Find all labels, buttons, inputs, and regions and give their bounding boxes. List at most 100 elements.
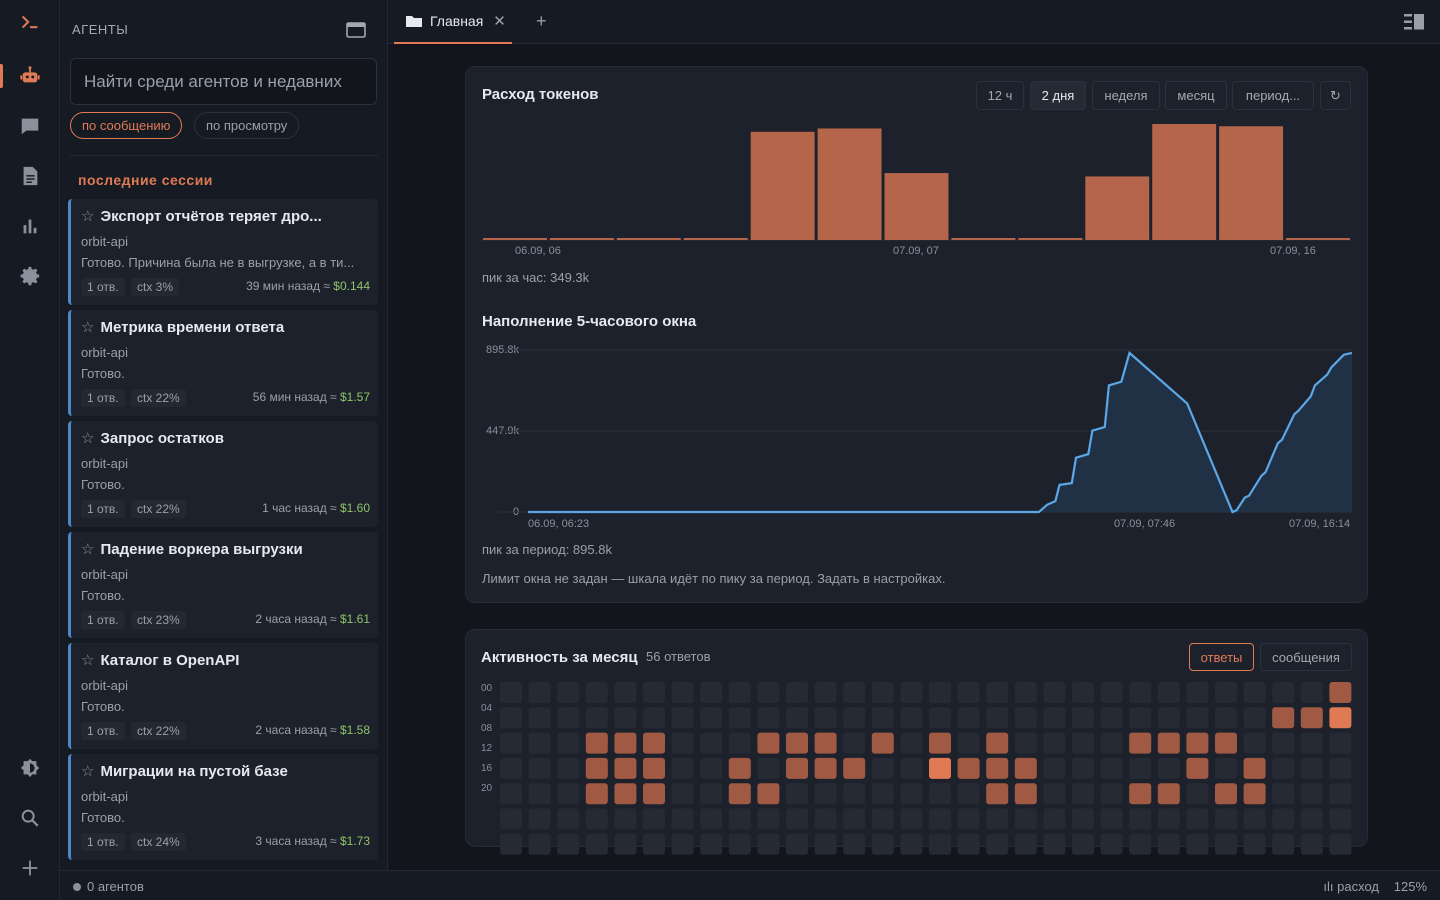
gear-icon[interactable] [0, 254, 60, 298]
session-card[interactable]: ☆ Экспорт отчётов теряет дро... orbit-api Г… [68, 199, 378, 305]
heat-cell [1157, 783, 1180, 805]
heat-cell [1243, 808, 1266, 830]
star-icon[interactable]: ☆ [81, 319, 95, 336]
heat-cell [929, 833, 951, 855]
heat-cell [1100, 808, 1123, 830]
heat-cell [728, 682, 751, 703]
star-icon[interactable]: ☆ [81, 763, 95, 780]
session-cost: $1.57 [339, 390, 370, 404]
replies-badge: 1 отв. [81, 500, 125, 518]
heat-cell [1100, 707, 1123, 729]
heat-cell [643, 682, 665, 703]
heat-cell [585, 707, 608, 729]
zoom-level[interactable]: 125% [1393, 879, 1427, 894]
heat-row-label: 04 [481, 703, 493, 714]
session-card[interactable]: ☆ Падение воркера выгрузки orbit-api Готово… [68, 532, 378, 638]
star-icon[interactable]: ☆ [81, 652, 95, 669]
heat-cell [1100, 757, 1123, 779]
chat-bubble-icon[interactable] [0, 104, 60, 148]
heat-cell [871, 783, 894, 805]
session-summary: Готово. [81, 699, 125, 714]
heat-cell [1072, 808, 1094, 830]
heat-cell [1272, 808, 1295, 830]
heat-cell [1243, 682, 1266, 703]
range-12h[interactable]: 12 ч [976, 81, 1024, 110]
heat-cell [757, 757, 780, 779]
panel-toggle-icon[interactable] [346, 21, 366, 39]
bar [549, 238, 614, 240]
heat-cell [700, 808, 723, 830]
session-card[interactable]: ☆ Запрос остатков orbit-api Готово. 1 отв. ct… [68, 421, 378, 527]
heat-cell [1215, 808, 1237, 830]
tab-label: Главная [430, 13, 484, 29]
heat-cell [643, 707, 665, 729]
session-title: Экспорт отчётов теряет дро... [100, 208, 322, 225]
filter-by-message[interactable]: по сообщению [70, 112, 183, 139]
activity-title: Активность за месяц [481, 649, 638, 666]
document-icon[interactable] [0, 154, 60, 198]
star-icon[interactable]: ☆ [81, 208, 95, 225]
search-icon[interactable] [0, 796, 60, 840]
heat-cell [871, 682, 894, 703]
filter-by-view[interactable]: по просмотру [194, 112, 300, 139]
heat-cell [900, 757, 923, 779]
session-time: 39 мин назад ≈ $0.144 [246, 279, 370, 293]
spend-button[interactable]: ılı расход [1323, 879, 1379, 894]
ctx-badge: ctx 22% [131, 722, 186, 740]
range-period[interactable]: период... [1232, 81, 1314, 110]
heat-cell [1100, 732, 1123, 754]
heat-cell [1043, 833, 1066, 855]
heat-cell [814, 757, 837, 779]
heat-cell [1014, 732, 1037, 754]
layout-icon[interactable] [1404, 13, 1424, 31]
range-week[interactable]: неделя [1092, 81, 1160, 110]
star-icon[interactable]: ☆ [81, 541, 95, 558]
bar [884, 173, 949, 240]
heat-cell [1272, 732, 1295, 754]
heat-cell [1300, 682, 1323, 703]
heat-cell [1157, 732, 1180, 754]
refresh-icon[interactable]: ↻ [1320, 81, 1351, 110]
folder-icon [406, 16, 422, 27]
session-cost: $1.61 [339, 612, 370, 626]
session-summary: Готово. Причина была не в выгрузке, а в … [81, 255, 355, 270]
session-card[interactable]: ☆ Каталог в OpenAPI orbit-api Готово. 1 отв.… [68, 643, 378, 749]
heat-cell [1043, 783, 1066, 805]
heat-cell [1329, 732, 1352, 754]
theme-toggle-icon[interactable] [0, 746, 60, 790]
recent-sessions-heading: последние сессии [78, 172, 213, 188]
ctx-badge: ctx 3% [131, 278, 180, 296]
range-2d[interactable]: 2 дня [1030, 81, 1086, 110]
bar-chart-icon[interactable] [0, 204, 60, 248]
close-icon[interactable]: ✕ [493, 13, 506, 30]
terminal-prompt-icon[interactable] [0, 0, 60, 44]
heat-cell [614, 833, 637, 855]
toggle-messages[interactable]: сообщения [1260, 643, 1352, 671]
new-tab-button[interactable]: + [536, 11, 547, 31]
tab-home[interactable]: Главная ✕ [394, 0, 512, 44]
heat-cell [671, 707, 694, 729]
session-title: Каталог в OpenAPI [100, 652, 240, 669]
search-input[interactable] [70, 58, 377, 105]
heat-cell [957, 757, 980, 779]
toggle-replies[interactable]: ответы [1189, 643, 1254, 671]
heat-cell [1129, 808, 1152, 830]
heat-cell [786, 808, 808, 830]
star-icon[interactable]: ☆ [81, 430, 95, 447]
bar [1085, 176, 1150, 240]
session-project: orbit-api [81, 234, 128, 249]
session-cost: $1.58 [339, 723, 370, 737]
session-project: orbit-api [81, 456, 128, 471]
bar-x-tick: 07.09, 07 [893, 245, 939, 257]
session-title: Запрос остатков [100, 430, 224, 447]
heat-cell [700, 682, 723, 703]
heat-cell [1186, 732, 1209, 754]
robot-icon[interactable] [0, 54, 60, 98]
range-month[interactable]: месяц [1165, 81, 1227, 110]
session-card[interactable]: ☆ Миграции на пустой базе orbit-api Готово.… [68, 754, 378, 860]
heat-cell [957, 707, 980, 729]
session-card[interactable]: ☆ Метрика времени ответа orbit-api Готово. 1… [68, 310, 378, 416]
heat-cell [786, 682, 808, 703]
plus-icon[interactable] [0, 846, 60, 890]
heat-cell [1100, 783, 1123, 805]
